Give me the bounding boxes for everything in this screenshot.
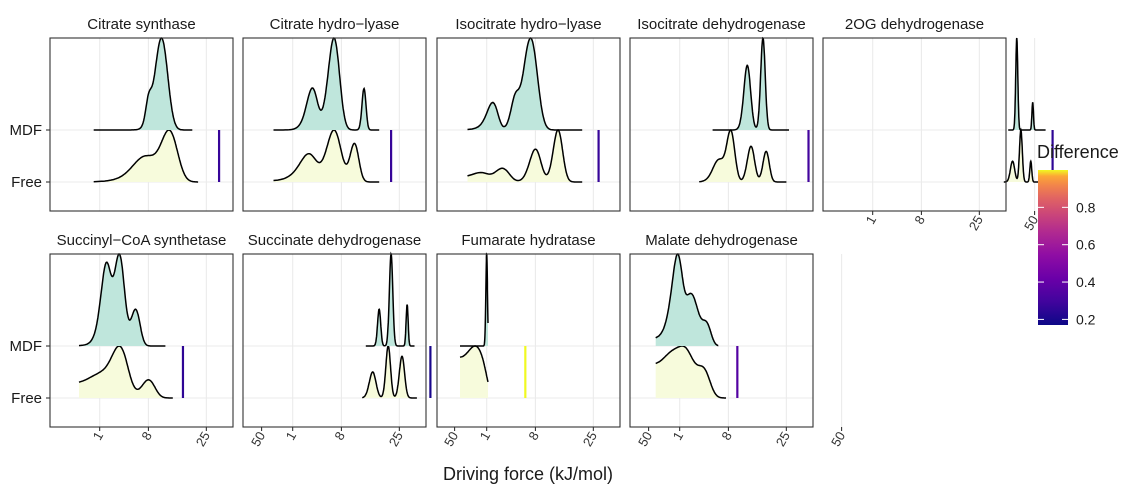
mdf-density-fill (655, 254, 719, 346)
x-axis-title: Driving force (kJ/mol) (443, 464, 613, 484)
panel-border (49, 253, 234, 428)
panel-border (242, 253, 427, 428)
panel-border (629, 37, 814, 212)
facet-panels: Citrate synthase MDF Free Citrate hydro−lya… (10, 16, 1054, 449)
panel-title: Citrate hydro−lyase (270, 16, 400, 33)
x-tick-label: 1 (670, 429, 687, 443)
panel-title: Succinate dehydrogenase (248, 232, 421, 249)
panel-isocitrate-dehydrogenase: Isocitrate dehydrogenase (629, 16, 843, 212)
free-density-line (655, 345, 726, 399)
panel-border (822, 37, 1007, 212)
mdf-density-fill (467, 38, 583, 130)
panel-title: Citrate synthase (87, 16, 195, 33)
legend-tick-label: 0.8 (1076, 199, 1096, 215)
legend-tick-label: 0.4 (1076, 274, 1096, 290)
x-tick-label: 50 (248, 429, 268, 449)
panel-border (242, 37, 427, 212)
mdf-density-fill (93, 38, 193, 130)
free-density-line (699, 129, 787, 183)
x-tick-label: 50 (828, 429, 848, 449)
free-density-fill (467, 130, 583, 182)
mdf-density-line (655, 253, 719, 347)
x-tick-label: 8 (331, 429, 348, 443)
color-legend: Difference 0.2 0.4 0.6 0.8 (1037, 142, 1119, 327)
x-tick-label: 50 (635, 429, 655, 449)
x-tick-label: 1 (863, 213, 880, 227)
panel-citrate-synthase: Citrate synthase MDF Free (10, 16, 263, 212)
panel-border (629, 253, 814, 428)
x-tick-label: 25 (386, 429, 406, 449)
free-density-fill (699, 130, 787, 182)
mdf-density-line (365, 251, 415, 347)
free-density-line (78, 345, 173, 399)
panel-title: 2OG dehydrogenase (845, 16, 984, 33)
panel-title: Malate dehydrogenase (645, 232, 798, 249)
panel-background (50, 38, 233, 211)
x-tick-label: 25 (580, 429, 600, 449)
mdf-density-fill (273, 38, 380, 130)
x-tick-label: 1 (283, 429, 300, 443)
free-density-line (93, 129, 199, 183)
x-tick-label: 8 (525, 429, 542, 443)
mdf-density-line (460, 252, 489, 347)
panel-title: Fumarate hydratase (461, 232, 595, 249)
panel-background (630, 38, 813, 211)
x-tick-label: 8 (718, 429, 735, 443)
y-tick-label: Free (11, 174, 42, 191)
panel-succinate-dehydrogenase: Succinate dehydrogenase 1 8 25 50 (242, 232, 461, 449)
mdf-density-line (273, 37, 380, 131)
legend-ticks: 0.2 0.4 0.6 0.8 (1038, 199, 1096, 327)
x-tick-label: 1 (477, 429, 494, 443)
panel-succinyl-coa-synthetase: Succinyl−CoA synthetase MDF Free 1 8 25 50 (10, 232, 269, 449)
panel-border (436, 37, 621, 212)
free-density-fill (460, 346, 488, 398)
panel-border (49, 37, 234, 212)
panel-fumarate-hydratase: Fumarate hydratase 1 8 25 50 (436, 232, 655, 449)
panel-border (436, 253, 621, 428)
x-tick-label: 8 (138, 429, 155, 443)
panel-title: Isocitrate dehydrogenase (637, 16, 805, 33)
panel-title: Isocitrate hydro−lyase (455, 16, 601, 33)
y-tick-label: MDF (10, 338, 43, 355)
x-tick-label: 25 (773, 429, 793, 449)
mdf-density-line (467, 37, 583, 131)
panel-background (823, 38, 1006, 211)
x-tick-label: 50 (1021, 213, 1041, 233)
panel-isocitrate-hydro-lyase: Isocitrate hydro−lyase (436, 16, 650, 212)
mdf-density-fill (1008, 38, 1046, 130)
x-tick-label: 8 (911, 213, 928, 227)
free-density-line (467, 129, 583, 183)
mdf-density-fill (79, 254, 166, 346)
panel-citrate-hydro-lyase: Citrate hydro−lyase (242, 16, 456, 212)
free-density-line (1003, 127, 1044, 183)
y-tick-label: Free (11, 390, 42, 407)
free-density-fill (1003, 130, 1044, 182)
legend-tick-label: 0.6 (1076, 237, 1096, 253)
free-density-line (362, 344, 417, 399)
panel-background (243, 254, 426, 427)
x-tick-label: 1 (90, 429, 107, 443)
free-density-line (273, 129, 380, 183)
mdf-density-line (712, 36, 789, 131)
free-density-line (459, 345, 489, 383)
x-tick-label: 25 (193, 429, 213, 449)
panel-background (437, 254, 620, 427)
free-density-fill (655, 346, 726, 398)
free-density-fill (273, 130, 380, 182)
y-tick-label: MDF (10, 122, 43, 139)
panel-2og-dehydrogenase: 2OG dehydrogenase 1 8 25 50 (822, 16, 1054, 233)
mdf-density-line (1008, 37, 1046, 131)
mdf-density-fill (712, 38, 789, 130)
legend-title: Difference (1037, 142, 1119, 162)
x-tick-label: 25 (966, 213, 986, 233)
panel-title: Succinyl−CoA synthetase (57, 232, 227, 249)
mdf-density-line (93, 37, 193, 131)
x-tick-label: 50 (441, 429, 461, 449)
legend-tick-label: 0.2 (1076, 311, 1096, 327)
mdf-density-line (78, 253, 166, 347)
legend-colorbar (1038, 170, 1068, 325)
free-density-fill (79, 346, 173, 398)
panel-malate-dehydrogenase: Malate dehydrogenase 1 8 25 50 (629, 232, 848, 449)
